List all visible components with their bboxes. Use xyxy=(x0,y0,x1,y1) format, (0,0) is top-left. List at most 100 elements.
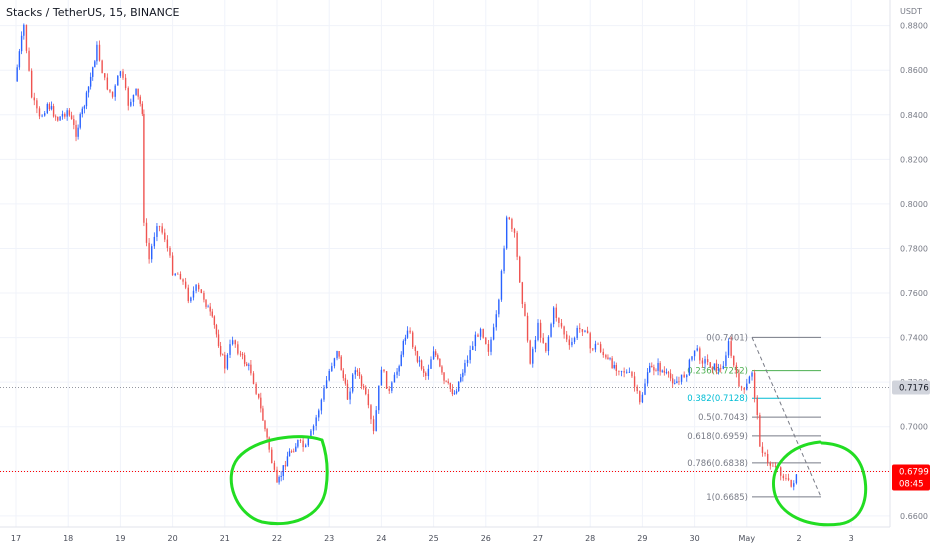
candle-body xyxy=(503,248,505,272)
time-axis[interactable]: 17 18 19 20 21 22 23 24 25 26 27 28 29 30 May 2 3 xyxy=(0,526,932,550)
candle-body xyxy=(474,334,477,347)
candle-body xyxy=(464,363,466,373)
candle-body xyxy=(124,77,127,89)
candle-body xyxy=(406,330,409,338)
candle-body xyxy=(462,372,464,378)
candle-body xyxy=(130,101,132,106)
candle-body xyxy=(383,369,385,372)
candle-body xyxy=(250,364,252,374)
x-ticks: 17 18 19 20 21 22 23 24 25 26 27 28 29 30 May 2 3 xyxy=(11,534,854,543)
candle-body xyxy=(20,35,23,52)
candle-body xyxy=(182,279,184,282)
candle-body xyxy=(443,372,445,381)
candle-body xyxy=(756,397,758,415)
candle-body xyxy=(198,284,200,290)
candle-body xyxy=(639,391,641,403)
candle-body xyxy=(432,351,435,360)
candle-body xyxy=(264,420,266,430)
candle-body xyxy=(460,377,462,382)
annotation-circle-right[interactable] xyxy=(772,440,868,527)
candle-body xyxy=(282,465,284,476)
candle-body xyxy=(633,376,636,387)
fib-level-label: 0(0.7401) xyxy=(706,333,748,343)
price-axis[interactable]: USDT 0.8800 0.8600 0.8400 0.8200 0.8000 0.780… xyxy=(889,0,932,527)
candle-body xyxy=(328,370,330,381)
candle-body xyxy=(550,324,552,337)
candle-body xyxy=(594,343,597,350)
candle-body xyxy=(437,355,439,359)
candle-body xyxy=(636,386,638,392)
y-tick-label: 0.7000 xyxy=(900,423,928,432)
candle-body xyxy=(331,366,333,371)
x-tick-label: 25 xyxy=(429,534,439,543)
annotation-circle-left[interactable] xyxy=(229,435,329,526)
candle-body xyxy=(365,387,367,395)
candle-body xyxy=(434,351,437,356)
annotations xyxy=(229,435,868,527)
candle-body xyxy=(761,446,764,453)
candle-body xyxy=(414,346,417,351)
candle-body xyxy=(101,60,103,74)
candle-body xyxy=(607,357,609,360)
candle-body xyxy=(174,273,176,276)
candle-body xyxy=(367,394,370,406)
candle-body xyxy=(500,271,503,300)
candle-body xyxy=(743,387,745,390)
candle-body xyxy=(290,451,293,453)
candle-body xyxy=(161,226,163,233)
candle-body xyxy=(769,462,771,466)
candle-body xyxy=(171,255,174,276)
candle-body xyxy=(36,100,38,109)
candle-body xyxy=(217,334,220,346)
candle-body xyxy=(380,369,383,386)
candle-body xyxy=(312,425,315,431)
candle-body xyxy=(66,110,68,117)
candle-body xyxy=(453,393,456,395)
candle-body xyxy=(336,351,338,359)
candle-body xyxy=(651,365,653,368)
fib-level-label: 0.618(0.6959) xyxy=(687,432,748,442)
candle-body xyxy=(519,256,521,283)
ref-price-tag xyxy=(892,380,930,395)
candle-body xyxy=(354,370,356,375)
fib-trend-line[interactable] xyxy=(751,337,822,498)
price-tags: 0.7176 0.6799 08:45 xyxy=(892,380,930,491)
candle-body xyxy=(346,383,349,400)
candle-body xyxy=(219,345,222,355)
candle-body xyxy=(338,351,340,357)
candle-body xyxy=(248,364,250,366)
candle-body xyxy=(671,378,674,384)
candle-body xyxy=(360,376,363,387)
candle-body xyxy=(153,236,156,247)
candle-body xyxy=(295,446,297,452)
candle-body xyxy=(38,108,41,117)
candle-body xyxy=(231,340,234,345)
candle-body xyxy=(780,467,782,476)
candle-body xyxy=(169,247,171,256)
candle-body xyxy=(122,71,124,78)
candle-body xyxy=(288,451,291,457)
candle-body xyxy=(717,368,720,371)
candle-body xyxy=(532,348,534,364)
candle-body xyxy=(271,449,273,464)
candle-body xyxy=(139,96,141,104)
candle-body xyxy=(342,370,344,379)
candle-body xyxy=(104,73,106,78)
candle-body xyxy=(323,388,325,400)
candle-body xyxy=(683,374,685,378)
candle-body xyxy=(772,465,774,467)
candle-body xyxy=(222,354,224,356)
candle-body xyxy=(472,346,474,351)
candle-body xyxy=(555,307,557,318)
candle-body xyxy=(766,453,769,463)
candle-body xyxy=(669,373,672,379)
fib-level-label: 0.236(0.7252) xyxy=(687,367,748,377)
candle-body xyxy=(701,360,704,364)
candle-body xyxy=(508,217,510,220)
candle-body xyxy=(166,239,169,248)
candle-body xyxy=(418,360,421,362)
candle-body xyxy=(310,430,312,439)
candle-body xyxy=(539,322,542,338)
candle-body xyxy=(344,378,347,384)
